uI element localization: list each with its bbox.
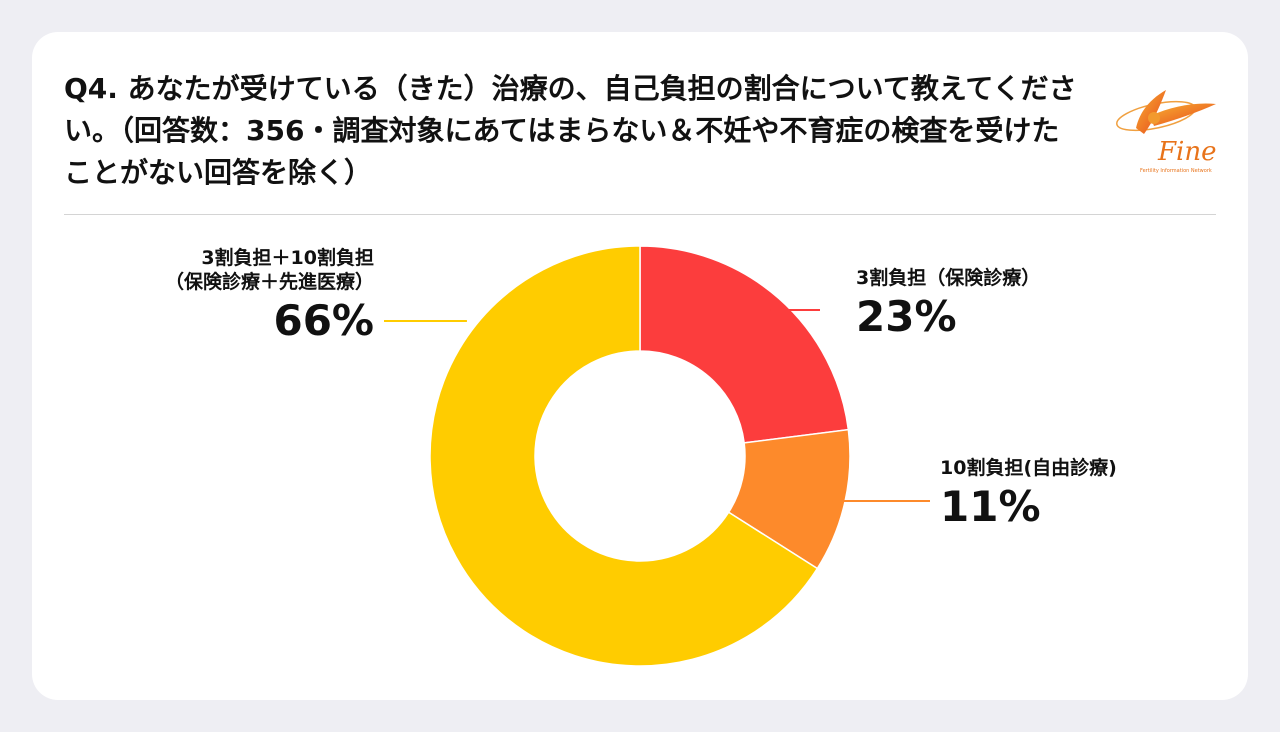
logo-text: Fine — [1157, 137, 1217, 167]
logo-tagline: Fertility Information Network — [1140, 168, 1212, 174]
chart-card: Q4. あなたが受けている（きた）治療の、自己負担の割合について教えてください。… — [32, 32, 1248, 700]
donut-slice-3 — [429, 245, 819, 667]
label-slice-2-percent: 11% — [940, 482, 1041, 531]
donut-chart — [384, 245, 930, 667]
label-slice-3-line-2: （保険診療＋先進医療） — [164, 271, 374, 293]
fine-logo: Fine Fertility Information Network — [1116, 90, 1217, 174]
label-slice-1-percent: 23% — [856, 292, 957, 341]
label-slice-3-percent: 66% — [273, 296, 374, 345]
chart-title: Q4. あなたが受けている（きた）治療の、自己負担の割合について教えてください。… — [64, 72, 1077, 189]
title-divider — [64, 214, 1216, 215]
label-slice-3-line-1: 3割負担＋10割負担 — [201, 247, 374, 269]
donut-slice-1 — [639, 245, 850, 444]
label-slice-1-line-1: 3割負担（保険診療） — [856, 267, 1041, 289]
label-slice-2: 10割負担(自由診療) 11% — [940, 456, 1117, 532]
label-slice-2-line-1: 10割負担(自由診療) — [940, 457, 1117, 479]
label-slice-3: 3割負担＋10割負担 （保険診療＋先進医療） 66% — [165, 246, 374, 346]
label-slice-1: 3割負担（保険診療） 23% — [856, 266, 1040, 342]
